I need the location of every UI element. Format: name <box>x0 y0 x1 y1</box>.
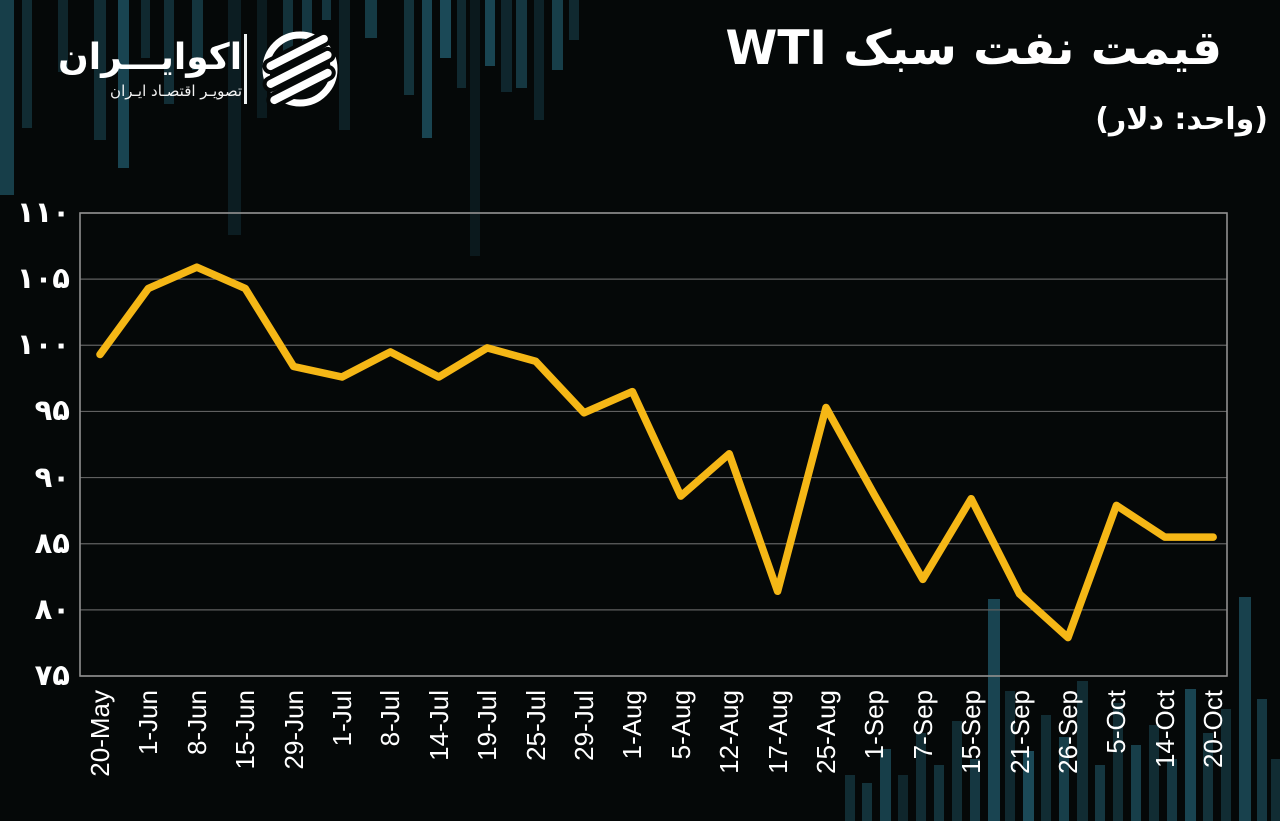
deco-bar <box>534 0 544 120</box>
deco-bar <box>485 0 495 66</box>
brand-name: اکوایـــران <box>58 37 243 78</box>
deco-bar <box>118 0 129 168</box>
x-axis-tick-label: 26-Sep <box>1053 690 1083 774</box>
y-axis-tick-label: ۸۰ <box>34 591 70 626</box>
y-axis-tick-label: ۸۵ <box>34 525 70 560</box>
deco-bar <box>58 0 68 72</box>
deco-bar <box>339 0 350 130</box>
ecoiran-logo-icon <box>262 30 338 109</box>
deco-bar <box>141 0 150 58</box>
brand-tagline: تصویـر اقتصـاد ایـران <box>110 82 243 100</box>
deco-bar <box>365 0 377 38</box>
deco-bar <box>862 783 872 821</box>
y-axis-tick-label: ۷۵ <box>34 658 70 692</box>
deco-bar <box>988 599 1000 821</box>
deco-bar <box>1203 733 1213 821</box>
deco-bar <box>501 0 512 92</box>
x-axis-tick-label: 20-Oct <box>1198 690 1229 769</box>
x-axis-tick-label: 1-Jun <box>133 690 164 756</box>
deco-bar <box>1239 597 1251 821</box>
deco-bar <box>404 0 414 95</box>
deco-bar <box>1059 737 1069 821</box>
deco-bar <box>457 0 466 88</box>
x-axis-tick-label: 8-Jul <box>375 690 406 747</box>
deco-bar <box>228 0 241 235</box>
deco-bar <box>1113 703 1123 821</box>
deco-bar <box>22 0 32 128</box>
y-axis-tick-label: ۹۵ <box>34 393 70 428</box>
x-axis-tick-label: 25-Jul <box>520 690 551 761</box>
y-axis-tick-label: ۱۱۰ <box>16 195 70 229</box>
deco-bar <box>1149 725 1159 821</box>
plot-border <box>79 212 1228 677</box>
y-axis-tick-label: ۱۰۵ <box>16 261 70 296</box>
deco-bar <box>1005 691 1015 821</box>
chart-title: قیمت نفت سبک WTI <box>725 21 1222 76</box>
y-axis-tick-label: ۱۰۰ <box>16 327 70 362</box>
y-axis-tick-label: ۹۰ <box>34 459 70 494</box>
x-axis-tick-label: 20-May <box>85 690 115 777</box>
x-axis-tick-label: 1-Jul <box>327 690 357 747</box>
deco-bar <box>440 0 451 58</box>
deco-bar <box>1041 715 1051 821</box>
x-axis-tick-label: 21-Sep <box>1004 690 1035 774</box>
deco-bar <box>1185 689 1196 821</box>
deco-bar <box>422 0 432 138</box>
deco-bar <box>1271 759 1280 821</box>
deco-bar <box>1095 765 1105 821</box>
deco-bar <box>302 0 312 54</box>
x-axis-tick-label: 7-Sep <box>907 690 938 760</box>
deco-bar <box>845 775 855 821</box>
deco-bar <box>970 759 980 821</box>
deco-bar <box>164 0 174 104</box>
x-axis-tick-label: 5-Oct <box>1101 690 1132 754</box>
deco-bar <box>470 0 480 256</box>
x-axis-tick-label: 15-Jun <box>230 690 261 770</box>
deco-bar <box>1131 745 1141 821</box>
deco-bar <box>516 0 527 88</box>
chart-unit-label: (واحد: دلار) <box>1095 102 1268 137</box>
deco-bar <box>916 733 926 821</box>
deco-bar <box>94 0 106 140</box>
x-axis-tick-label: 17-Aug <box>762 690 793 774</box>
brand-separator <box>244 34 248 104</box>
deco-bar <box>322 0 331 20</box>
x-axis-tick-label: 29-Jun <box>278 690 309 770</box>
deco-bar <box>934 765 944 821</box>
x-axis-tick-label: 19-Jul <box>472 690 503 761</box>
x-axis-tick-label: 1-Sep <box>859 690 890 760</box>
deco-bar <box>192 0 203 70</box>
x-axis-tick-label: 12-Aug <box>714 690 745 774</box>
x-axis-tick-label: 14-Oct <box>1149 690 1180 769</box>
deco-bar <box>552 0 563 70</box>
x-axis-tick-label: 5-Aug <box>665 690 696 760</box>
wti-price-line <box>96 263 1217 642</box>
deco-bar <box>898 775 908 821</box>
deco-bar <box>1023 751 1034 821</box>
brand-block: اکوایـــران تصویـر اقتصـاد ایـران <box>48 28 341 110</box>
x-axis-tick-label: 25-Aug <box>811 690 841 774</box>
deco-bar <box>952 721 962 821</box>
deco-bar <box>1257 699 1267 821</box>
x-axis-tick-label: 8-Jun <box>181 690 212 756</box>
deco-bar <box>1077 681 1088 821</box>
deco-bar <box>880 749 891 821</box>
x-axis-tick-label: 1-Aug <box>617 690 648 760</box>
deco-bar <box>0 0 14 195</box>
deco-bar <box>257 0 267 118</box>
brand-text: اکوایـــران تصویـر اقتصـاد ایـران <box>58 37 242 101</box>
x-axis-tick-label: 15-Sep <box>956 690 987 774</box>
x-axis-tick-label: 29-Jul <box>569 690 599 761</box>
deco-bar <box>1221 709 1231 821</box>
x-axis-tick-label: 14-Jul <box>423 690 454 761</box>
deco-bar <box>1167 759 1177 821</box>
deco-bar <box>569 0 579 40</box>
